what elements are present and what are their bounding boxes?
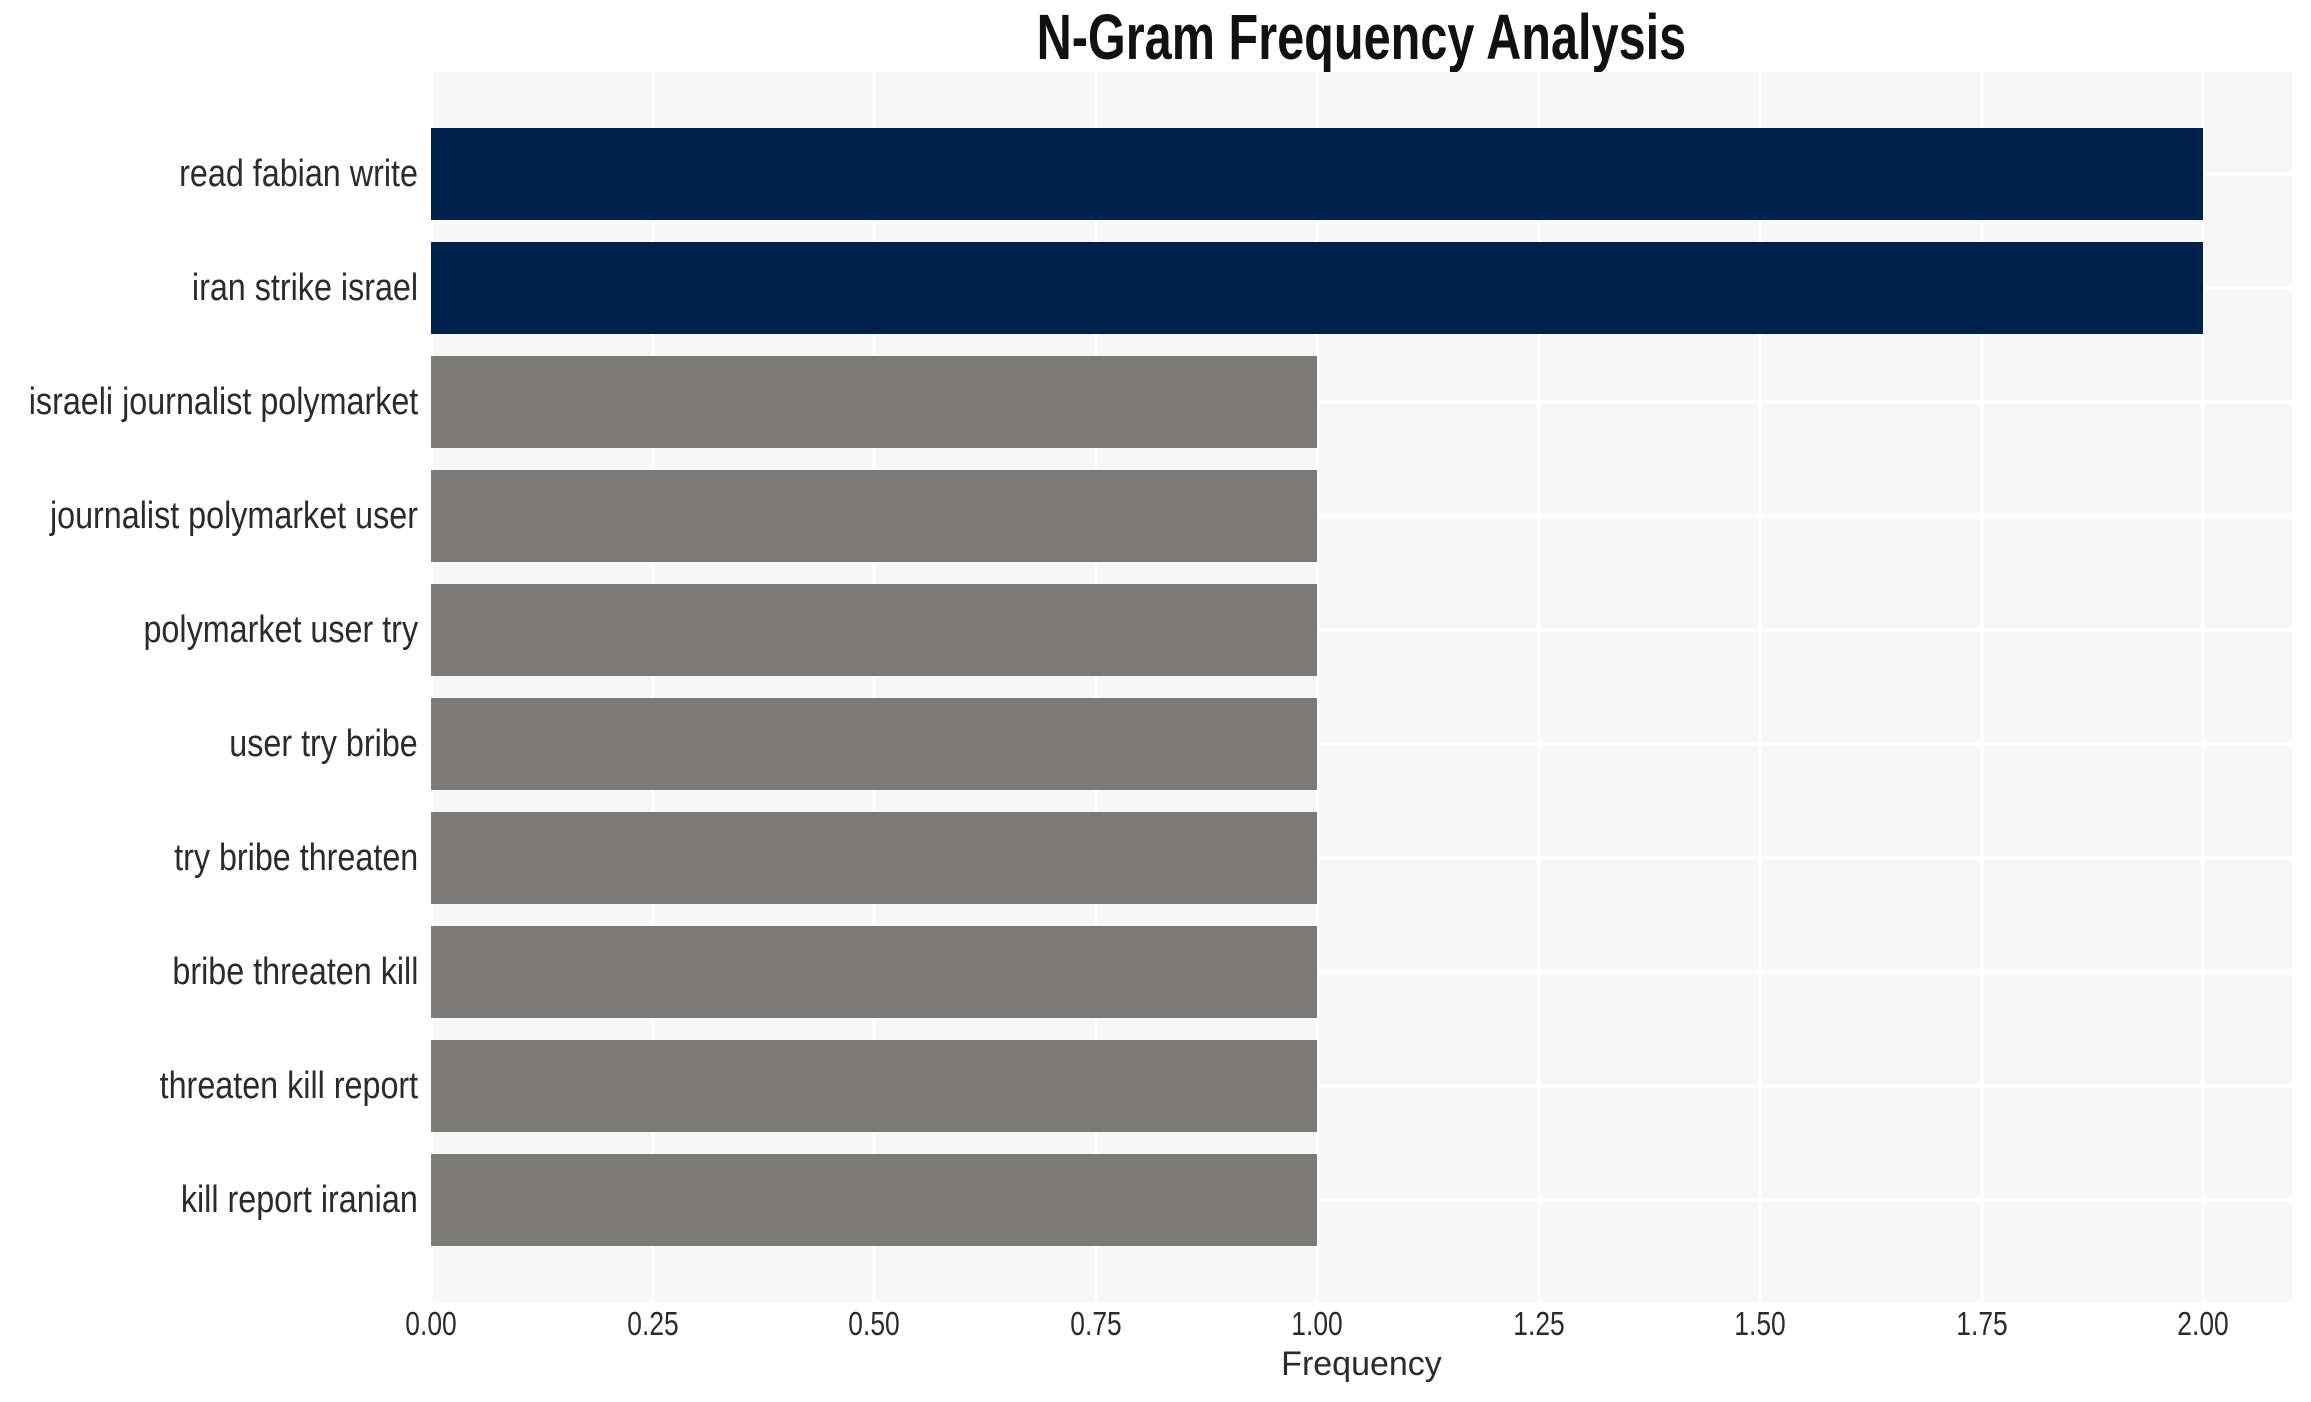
bar-row (431, 915, 2292, 1029)
x-axis-tick-label: 1.25 (1513, 1305, 1565, 1342)
x-axis-tick-label: 2.00 (2177, 1305, 2230, 1342)
y-axis-label: israeli journalist polymarket (0, 345, 418, 459)
y-axis-label-text: bribe threaten kill (172, 950, 418, 993)
y-axis-labels: read fabian write iran strike israel israe… (0, 117, 418, 1257)
vertical-gridline (431, 72, 433, 1302)
y-axis-label-text: try bribe threaten (173, 836, 418, 879)
y-axis-label-text: threaten kill report (159, 1064, 418, 1107)
y-axis-label: polymarket user try (0, 573, 418, 687)
chart-title: N-Gram Frequency Analysis (431, 5, 2292, 69)
bar-row (431, 117, 2292, 231)
bar-row (431, 1029, 2292, 1143)
y-axis-label: bribe threaten kill (0, 915, 418, 1029)
y-axis-label-text: kill report iranian (181, 1178, 418, 1221)
vertical-gridline (2201, 72, 2206, 1302)
horizontal-gridline (431, 856, 2292, 860)
frequency-bar (431, 584, 1318, 676)
frequency-bar (431, 698, 1318, 790)
frequency-bar (431, 242, 2204, 334)
frequency-bar (431, 1040, 1318, 1132)
frequency-bar (431, 812, 1318, 904)
y-axis-label: threaten kill report (0, 1029, 418, 1143)
vertical-gridline (650, 72, 655, 1302)
x-axis-tick-label: 0.50 (848, 1305, 900, 1342)
horizontal-gridline (431, 742, 2292, 746)
bar-row (431, 573, 2292, 687)
vertical-gridline (1536, 72, 1541, 1302)
x-axis-tick-label: 0.00 (405, 1305, 457, 1342)
x-axis-title: Frequency (431, 1345, 2292, 1383)
x-axis-tick-label: 1.00 (1291, 1305, 1343, 1342)
vertical-gridline (1758, 72, 1763, 1302)
x-axis-tick-label: 1.75 (1956, 1305, 2008, 1342)
frequency-bar (431, 128, 2204, 220)
vertical-gridlines (431, 72, 2292, 1302)
frequency-bar (431, 926, 1318, 1018)
bar-row (431, 801, 2292, 915)
x-axis-tick-label: 0.75 (1069, 1305, 1122, 1342)
x-axis-tick-label: 1.50 (1734, 1305, 1786, 1342)
frequency-bar (431, 356, 1318, 448)
vertical-gridline (872, 72, 877, 1302)
horizontal-gridline (431, 970, 2292, 974)
bar-row (431, 345, 2292, 459)
y-axis-label: kill report iranian (0, 1143, 418, 1257)
vertical-gridline (1093, 72, 1098, 1302)
bar-row (431, 1143, 2292, 1257)
y-axis-label: try bribe threaten (0, 801, 418, 915)
horizontal-gridline (431, 1198, 2292, 1202)
bar-rows (431, 117, 2292, 1257)
frequency-bar (431, 1154, 1318, 1246)
y-axis-label: user try bribe (0, 687, 418, 801)
y-axis-label-text: read fabian write (179, 152, 418, 195)
y-axis-label: iran strike israel (0, 231, 418, 345)
chart-title-text: N-Gram Frequency Analysis (1036, 1, 1687, 73)
vertical-gridline (1979, 72, 1984, 1302)
bar-row (431, 459, 2292, 573)
y-axis-label-text: iran strike israel (191, 266, 418, 309)
y-axis-label-text: israeli journalist polymarket (28, 380, 418, 423)
x-axis-tick-label: 0.25 (626, 1305, 679, 1342)
bar-row (431, 231, 2292, 345)
horizontal-gridline (431, 628, 2292, 632)
y-axis-label: read fabian write (0, 117, 418, 231)
bar-row (431, 687, 2292, 801)
y-axis-label-text: journalist polymarket user (49, 494, 418, 537)
horizontal-gridline (431, 514, 2292, 518)
x-axis-ticks: 0.00 0.25 0.50 0.75 1.00 1.25 1.50 1.75 2.00 (405, 1305, 2292, 1350)
y-axis-label-text: polymarket user try (143, 608, 418, 651)
plot-area (431, 72, 2292, 1302)
horizontal-gridline (431, 1084, 2292, 1088)
horizontal-gridline (431, 400, 2292, 404)
frequency-bar (431, 470, 1318, 562)
y-axis-label-text: user try bribe (229, 722, 418, 765)
y-axis-label: journalist polymarket user (0, 459, 418, 573)
x-axis-title-text: Frequency (1281, 1345, 1442, 1383)
vertical-gridline (1315, 72, 1320, 1302)
